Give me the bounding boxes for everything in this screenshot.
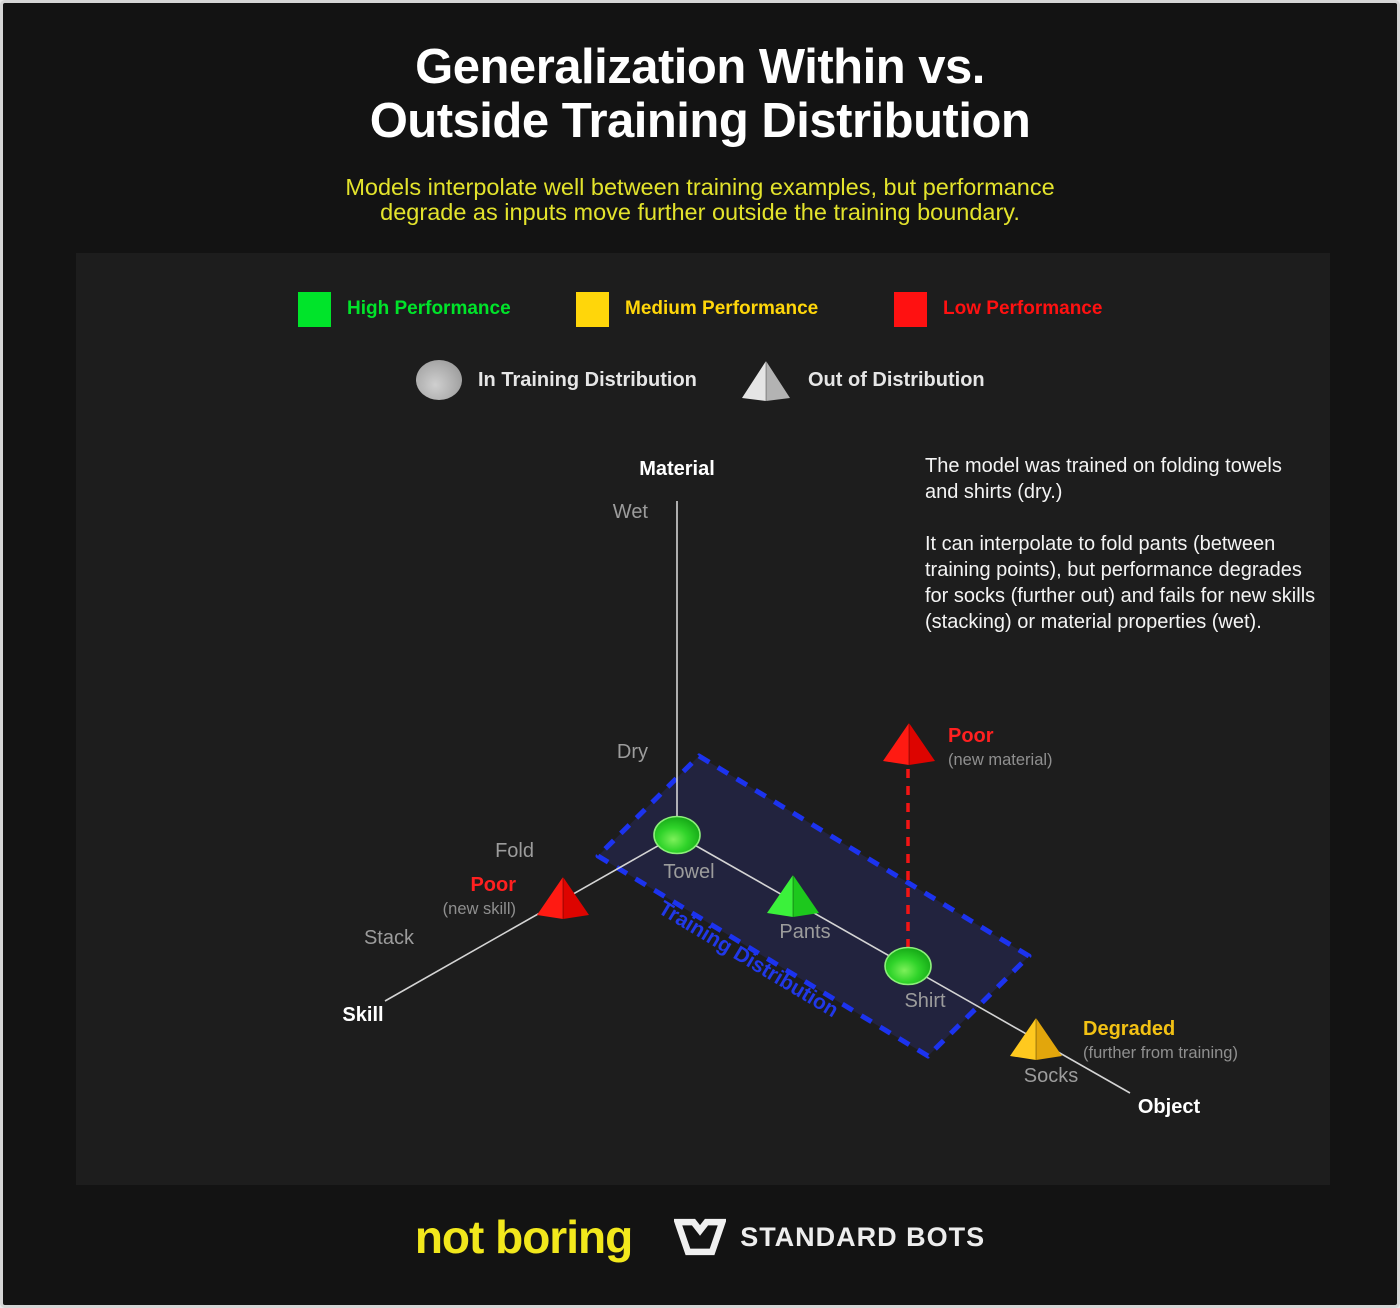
callout-socks-note: (further from training) — [1083, 1044, 1238, 1062]
standard-bots-logo-icon — [674, 1218, 727, 1256]
standard-bots-wordmark: STANDARD BOTS — [740, 1221, 986, 1252]
tick-dry: Dry — [617, 741, 648, 763]
distribution-diagram: Material Skill Object Wet Dry Fold Stack… — [342, 458, 1238, 1118]
legend-label-high: High Performance — [347, 298, 511, 319]
pyramid-icon — [742, 361, 790, 401]
chart-panel: High Performance Medium Performance Low … — [76, 253, 1330, 1185]
title-line-1: Generalization Within vs. — [415, 40, 985, 94]
legend-label-medium: Medium Performance — [625, 298, 819, 319]
standard-bots-brand: STANDARD BOTS — [674, 1216, 985, 1258]
legend-label-in-distribution: In Training Distribution — [478, 368, 697, 391]
low-performance-swatch-icon — [894, 291, 927, 327]
towel-sphere-icon — [653, 815, 701, 855]
callout-new-material-title: Poor — [948, 725, 994, 747]
tick-wet: Wet — [613, 501, 649, 523]
legend-item-high-performance: High Performance — [298, 291, 511, 327]
not-boring-brand: not boring — [414, 1211, 633, 1263]
legend-item-medium-performance: Medium Performance — [576, 291, 818, 327]
high-performance-swatch-icon — [298, 291, 331, 327]
legend-label-out-of-distribution: Out of Distribution — [808, 368, 985, 391]
callout-new-skill-title: Poor — [470, 874, 516, 896]
shirt-sphere-icon — [884, 946, 932, 986]
annotation-paragraph-1: The model was trained on folding towels … — [925, 455, 1282, 503]
callout-new-material-note: (new material) — [948, 751, 1053, 769]
legend-item-in-distribution: In Training Distribution — [416, 357, 697, 403]
poor-new-material-pyramid-icon — [883, 723, 935, 765]
point-label-towel: Towel — [663, 861, 714, 883]
point-label-pants: Pants — [779, 921, 830, 943]
skill-axis — [384, 834, 678, 1002]
page-subtitle: Models interpolate well between training… — [3, 174, 1397, 226]
sphere-icon — [416, 360, 462, 400]
subtitle-line-2: degrade as inputs move further outside t… — [380, 199, 1020, 226]
pants-pyramid-icon — [767, 875, 819, 917]
poor-new-skill-pyramid-icon — [537, 877, 589, 919]
callout-socks-title: Degraded — [1083, 1018, 1175, 1040]
title-line-2: Outside Training Distribution — [369, 93, 1031, 148]
material-axis-label: Material — [639, 458, 715, 480]
annotation-block: The model was trained on folding towels … — [925, 453, 1317, 661]
subtitle-line-1: Models interpolate well between training… — [345, 174, 1055, 200]
skill-axis-label: Skill — [342, 1004, 383, 1026]
legend-item-low-performance: Low Performance — [894, 291, 1102, 327]
object-axis-label: Object — [1138, 1096, 1201, 1118]
legend-item-out-of-distribution: Out of Distribution — [740, 357, 985, 403]
tick-stack: Stack — [364, 927, 415, 949]
footer: not boring STANDARD BOTS — [3, 1201, 1397, 1273]
point-label-socks: Socks — [1024, 1065, 1078, 1087]
medium-performance-swatch-icon — [576, 291, 609, 327]
annotation-paragraph-2: It can interpolate to fold pants (betwee… — [925, 533, 1316, 633]
point-label-shirt: Shirt — [904, 990, 946, 1012]
socks-pyramid-icon — [1010, 1018, 1062, 1060]
page-title: Generalization Within vs. Outside Traini… — [3, 40, 1397, 149]
legend-label-low: Low Performance — [943, 298, 1103, 319]
tick-fold: Fold — [495, 840, 534, 862]
callout-new-skill-note: (new skill) — [443, 900, 516, 918]
